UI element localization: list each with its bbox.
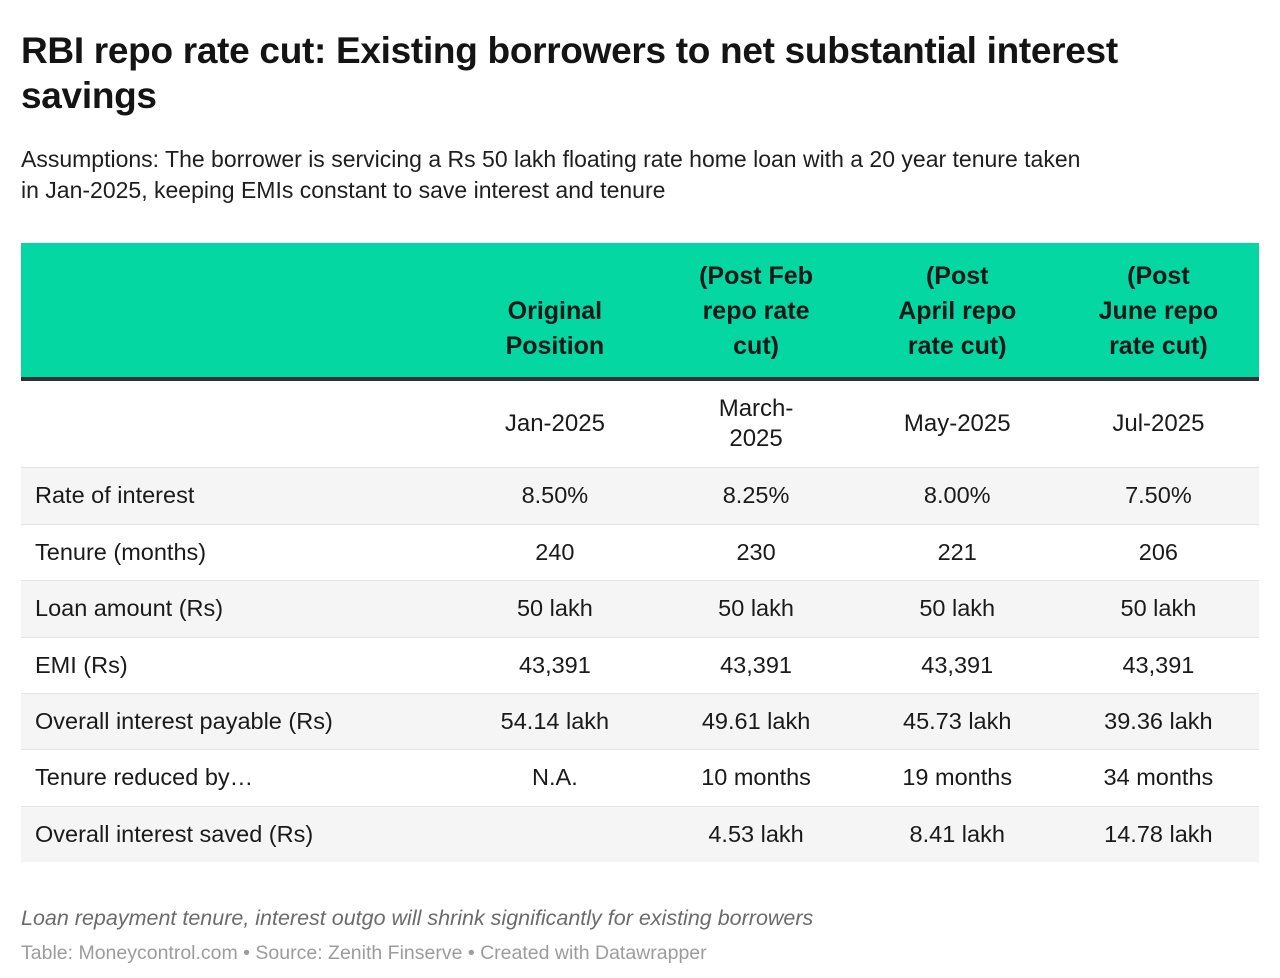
cell-value: N.A. (532, 764, 578, 791)
date-cell: Jan-2025 (504, 410, 605, 438)
cell-value: 8.50% (521, 482, 589, 509)
table-row-rate-of-interest: Rate of interest 8.50% 8.25% 8.00% 7.50% (21, 467, 1259, 525)
column-header-post-april: (Post April repo rate cut) (856, 243, 1058, 382)
row-label: Rate of interest (35, 482, 195, 509)
cell-value: 206 (1138, 538, 1179, 565)
data-table: Original Position (Post Feb repo rate cu… (21, 243, 1259, 863)
cell-value: 8.00% (923, 482, 991, 509)
cell-value: 34 months (1103, 764, 1214, 791)
column-header-original-position: Original Position (454, 243, 656, 382)
table-row-tenure-reduced: Tenure reduced by… N.A. 10 months 19 mon… (21, 749, 1259, 806)
cell-value: 39.36 lakh (1104, 707, 1213, 734)
row-label: EMI (Rs) (35, 651, 128, 678)
column-header-post-feb: (Post Feb repo rate cut) (655, 243, 857, 382)
table-row-overall-interest-payable: Overall interest payable (Rs) 54.14 lakh… (21, 693, 1259, 750)
cell-value: 8.41 lakh (909, 820, 1005, 847)
cell-value: 43,391 (720, 651, 792, 678)
date-cell: May-2025 (903, 410, 1011, 438)
cell-value: 45.73 lakh (903, 707, 1012, 734)
row-label: Tenure reduced by… (35, 764, 254, 791)
cell-value: 43,391 (921, 651, 994, 678)
cell-value: 14.78 lakh (1104, 820, 1213, 847)
date-cell: March- 2025 (718, 395, 794, 453)
cell-value (454, 806, 655, 862)
cell-value: 240 (535, 538, 575, 565)
cell-value: 43,391 (518, 651, 591, 678)
date-subheader-row: Jan-2025 March- 2025 May-2025 Jul-2025 (21, 379, 1259, 468)
cell-value: 50 lakh (718, 595, 794, 622)
cell-value: 7.50% (1125, 482, 1192, 509)
cell-value: 43,391 (1122, 651, 1195, 678)
table-row-overall-interest-saved: Overall interest saved (Rs) 4.53 lakh 8.… (21, 806, 1259, 863)
cell-value: 4.53 lakh (708, 820, 804, 847)
cell-value: 8.25% (722, 482, 790, 509)
date-cell-blank (21, 379, 454, 468)
table-row-loan-amount: Loan amount (Rs) 50 lakh 50 lakh 50 lakh… (21, 580, 1259, 638)
row-label: Overall interest saved (Rs) (35, 820, 314, 847)
row-label: Loan amount (Rs) (35, 595, 224, 622)
cell-value: 19 months (902, 764, 1013, 791)
page-subtitle: Assumptions: The borrower is servicing a… (21, 146, 1081, 203)
row-label: Overall interest payable (Rs) (35, 707, 333, 734)
cell-value: 50 lakh (516, 595, 593, 622)
date-cell: Jul-2025 (1112, 410, 1205, 438)
cell-value: 50 lakh (919, 595, 996, 622)
row-label: Tenure (months) (35, 538, 207, 565)
attribution: Table: Moneycontrol.com • Source: Zenith… (21, 942, 707, 965)
cell-value: 49.61 lakh (701, 707, 811, 734)
column-header-row: Original Position (Post Feb repo rate cu… (21, 243, 1259, 382)
cell-value: 50 lakh (1120, 595, 1197, 622)
table-row-tenure-months: Tenure (months) 240 230 221 206 (21, 524, 1259, 580)
column-header-blank (21, 243, 455, 382)
page-title: RBI repo rate cut: Existing borrowers to… (21, 30, 1118, 117)
footnote: Loan repayment tenure, interest outgo wi… (21, 906, 814, 931)
table-row-emi: EMI (Rs) 43,391 43,391 43,391 43,391 (21, 637, 1259, 693)
cell-value: 230 (736, 538, 776, 565)
column-header-post-june: (Post June repo rate cut) (1057, 243, 1259, 382)
cell-value: 54.14 lakh (500, 707, 610, 734)
cell-value: 10 months (701, 764, 811, 791)
cell-value: 221 (937, 538, 977, 565)
